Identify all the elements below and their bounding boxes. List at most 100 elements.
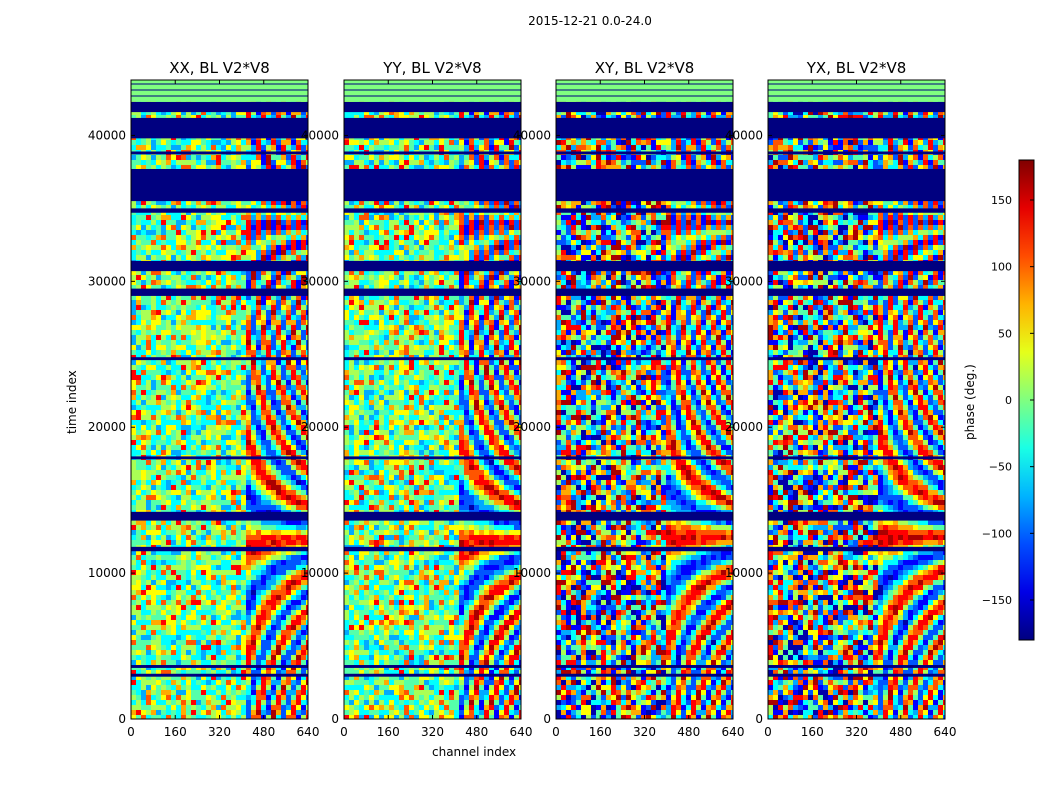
x-tick-label: 480	[465, 725, 488, 739]
flagged-band	[768, 288, 945, 296]
y-tick-label: 30000	[301, 274, 339, 288]
flagged-band	[556, 288, 733, 296]
x-tick-label: 480	[889, 725, 912, 739]
flagged-band	[131, 546, 308, 552]
x-tick-label: 160	[589, 725, 612, 739]
y-axis-label: time index	[65, 370, 79, 434]
heatmap-cells	[768, 80, 945, 719]
flagged-band	[131, 208, 308, 213]
heatmap-cells	[556, 80, 733, 719]
panel-3: 0 160 320 480 640 0 10000 20000 30000 40000	[725, 79, 956, 739]
panel-title-yy: YY, BL V2*V8	[383, 59, 482, 77]
y-tick-label: 0	[755, 712, 763, 726]
flagged-band	[344, 101, 521, 113]
flagged-band	[556, 665, 733, 668]
heatmap-cells	[459, 80, 521, 719]
heatmap-cells	[768, 80, 945, 715]
flagged-band	[556, 357, 733, 361]
figure-suptitle: 2015-12-21 0.0-24.0	[528, 14, 652, 28]
flagged-band	[344, 151, 521, 155]
flagged-band	[131, 665, 308, 668]
heatmap-image	[344, 80, 521, 719]
x-tick-label: 320	[633, 725, 656, 739]
colorbar: −150 −100 −50 0 50 100 150	[982, 159, 1035, 641]
y-tick-label: 0	[118, 712, 126, 726]
colorbar-tick-label: 50	[998, 327, 1012, 340]
flagged-band	[131, 117, 308, 139]
heatmap-image	[556, 80, 733, 719]
flagged-band	[768, 208, 945, 213]
flagged-band	[768, 260, 945, 272]
heatmap-cells	[768, 80, 945, 719]
flagged-band	[556, 117, 733, 139]
flagged-band	[344, 117, 521, 139]
panel-title-xx: XX, BL V2*V8	[169, 59, 270, 77]
flagged-band	[131, 168, 308, 202]
y-tick-label: 30000	[725, 274, 763, 288]
flagged-band	[768, 357, 945, 361]
flagged-band	[556, 673, 733, 677]
colorbar-tick-label: 100	[991, 261, 1012, 274]
heatmap-cells	[131, 80, 308, 715]
flagged-band	[344, 168, 521, 202]
y-tick-label: 30000	[513, 274, 551, 288]
flagged-band	[344, 208, 521, 213]
x-tick-label: 480	[252, 725, 275, 739]
flagged-band	[344, 260, 521, 272]
heatmap-cells	[344, 80, 521, 719]
heatmap-cells	[131, 80, 308, 719]
colorbar-label: phase (deg.)	[963, 364, 977, 440]
x-tick-label: 0	[127, 725, 135, 739]
y-tick-label: 10000	[88, 566, 126, 580]
x-axis-label: channel index	[432, 745, 517, 759]
x-tick-label: 320	[421, 725, 444, 739]
y-tick-label: 40000	[301, 128, 339, 142]
flagged-band	[131, 101, 308, 113]
heatmap-image	[131, 80, 308, 719]
y-tick-label: 10000	[725, 566, 763, 580]
flagged-band	[344, 673, 521, 677]
y-tick-label: 20000	[513, 420, 551, 434]
heatmap-cells	[131, 80, 308, 715]
colorbar-tick-label: 0	[1005, 394, 1012, 407]
panel-title-yx: YX, BL V2*V8	[806, 59, 907, 77]
heatmap-cells	[344, 80, 521, 719]
flagged-band	[556, 151, 733, 155]
panel-2: 0 160 320 480 640 0 10000 20000 30000 40000	[513, 79, 744, 739]
heatmap-cells	[344, 80, 521, 719]
heatmap-cells	[246, 80, 308, 719]
heatmap-cells	[131, 80, 308, 719]
panel-0: 0 160 320 480 640 0 10000 20000 30000 40000	[88, 79, 320, 739]
flagged-band	[344, 665, 521, 668]
y-tick-label: 0	[543, 712, 551, 726]
flagged-band	[768, 117, 945, 139]
heatmap-cells	[344, 80, 521, 719]
x-tick-label: 640	[297, 725, 320, 739]
x-tick-label: 160	[801, 725, 824, 739]
heatmap-cells	[556, 80, 733, 719]
x-tick-label: 160	[377, 725, 400, 739]
flagged-band	[556, 511, 733, 521]
flagged-band	[556, 546, 733, 552]
heatmap-cells	[556, 80, 733, 719]
flagged-band	[768, 101, 945, 113]
flagged-band	[768, 546, 945, 552]
heatmap-cells	[768, 80, 945, 719]
colorbar-tick-label: 150	[991, 194, 1012, 207]
y-tick-label: 40000	[725, 128, 763, 142]
heatmap-cells	[768, 80, 945, 719]
heatmap-cells	[556, 80, 733, 719]
x-tick-label: 0	[340, 725, 348, 739]
flagged-band	[344, 456, 521, 460]
flagged-band	[768, 151, 945, 155]
heatmap-cells	[459, 80, 521, 719]
y-tick-label: 30000	[88, 274, 126, 288]
heatmap-cells	[556, 80, 733, 719]
flagged-band	[768, 665, 945, 668]
y-tick-label: 40000	[513, 128, 551, 142]
flagged-band	[556, 168, 733, 202]
colorbar-tick-label: −150	[982, 594, 1012, 607]
x-tick-label: 320	[845, 725, 868, 739]
heatmap-cells	[344, 80, 521, 719]
